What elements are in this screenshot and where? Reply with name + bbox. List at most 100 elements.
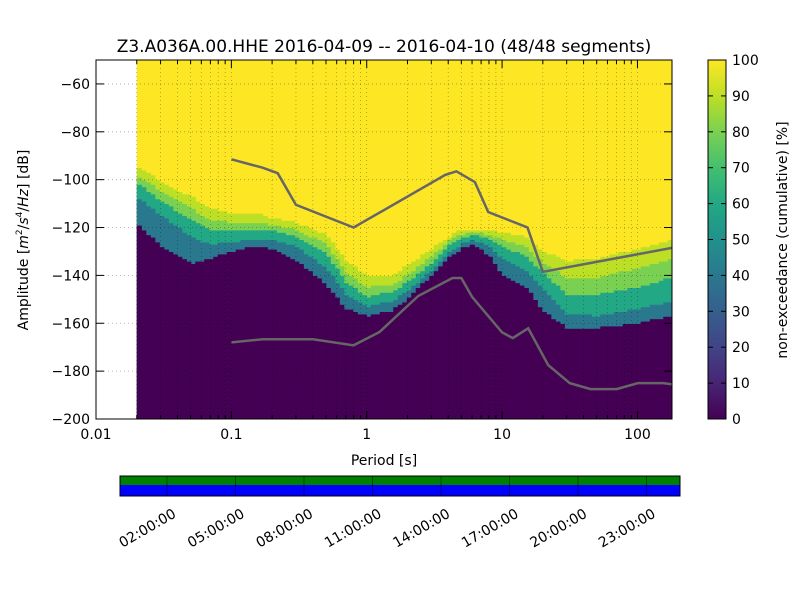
timeline-data-coverage — [120, 476, 680, 485]
heatmap-bin-band-0-percent — [618, 326, 624, 419]
heatmap-bin-band-0-percent — [303, 268, 309, 419]
heatmap-bin-band-0-percent — [424, 280, 430, 419]
heatmap-bin-band-0-percent — [406, 297, 412, 419]
heatmap-bin-band-0-percent — [240, 249, 246, 419]
heatmap-bin-band-0-percent — [505, 278, 511, 419]
grid-lines — [96, 60, 672, 419]
heatmap-bin-band-0-percent — [168, 252, 174, 419]
heatmap-bin-band-0-percent — [267, 249, 273, 419]
heatmap-bin-band-0-percent — [343, 309, 349, 419]
y-tick-label: −160 — [52, 316, 90, 332]
chart-title: Z3.A036A.00.HHE 2016-04-09 -- 2016-04-10… — [117, 37, 652, 57]
heatmap-bin-band-0-percent — [163, 249, 169, 419]
heatmap-bin-band-0-percent — [627, 324, 633, 419]
heatmap-bin-band-0-percent — [582, 328, 588, 419]
colorbar-tick-label: 70 — [732, 161, 750, 177]
heatmap-bin-band-0-percent — [226, 252, 232, 419]
heatmap-bin-band-0-percent — [510, 280, 516, 419]
heatmap-bin-band-0-percent — [136, 225, 142, 419]
heatmap-bin-band-0-percent — [177, 256, 183, 419]
heatmap-bin-band-0-percent — [541, 312, 547, 419]
heatmap-bin-band-0-percent — [244, 247, 250, 419]
heatmap-bin-band-0-percent — [388, 312, 394, 419]
heatmap-bin-band-0-percent — [496, 271, 502, 419]
x-tick-label: 10 — [493, 427, 511, 443]
heatmap-bin-band-0-percent — [609, 326, 615, 419]
heatmap-bin-band-0-percent — [249, 247, 255, 419]
heatmap-bin-band-0-percent — [258, 247, 264, 419]
y-tick-label: −100 — [52, 173, 90, 189]
heatmap-bin-band-0-percent — [519, 285, 525, 419]
colorbar-tick-label: 40 — [732, 268, 750, 284]
heatmap-bin-band-0-percent — [636, 324, 642, 419]
heatmap-bin-band-0-percent — [613, 326, 619, 419]
heatmap-bin-band-0-percent — [262, 247, 268, 419]
heatmap-bin-band-0-percent — [393, 307, 399, 419]
heatmap-bin-band-0-percent — [438, 266, 444, 419]
heatmap-bin-band-0-percent — [154, 242, 160, 419]
heatmap-bin-band-0-percent — [460, 247, 466, 419]
ppsd-heatmap — [136, 60, 672, 419]
timeline-tick-label: 08:00:00 — [254, 506, 316, 551]
timeline-frame — [119, 475, 681, 497]
heatmap-bin-band-0-percent — [447, 256, 453, 419]
timeline-tick-label: 05:00:00 — [185, 506, 247, 551]
heatmap-bin-band-0-percent — [667, 316, 672, 419]
noise-models — [231, 158, 672, 391]
heatmap-bin-band-0-percent — [217, 254, 223, 419]
x-axis-label: Period [s] — [351, 453, 417, 469]
heatmap-bin-band-0-percent — [195, 261, 201, 419]
heatmap-bin-band-0-percent — [649, 319, 655, 419]
heatmap-bin-band-0-percent — [208, 259, 214, 419]
timeline-tick-label: 23:00:00 — [596, 506, 658, 551]
heatmap-bin-band-0-percent — [231, 252, 237, 419]
heatmap-bin-band-0-percent — [402, 302, 408, 419]
x-tick-label: 0.01 — [80, 427, 111, 443]
heatmap-bin-band-0-percent — [357, 314, 363, 419]
plot-area: 0.01 0.1 1 10 100 −60 −80 −100 −120 −140 −160 −180… — [52, 59, 673, 443]
heatmap-bin-band-0-percent — [321, 283, 327, 419]
heatmap-bin-band-0-percent — [285, 256, 291, 419]
heatmap-bin-band-0-percent — [600, 326, 606, 419]
heatmap-bin-band-0-percent — [420, 283, 426, 419]
heatmap-bin-band-0-percent — [559, 324, 565, 419]
heatmap-bin-band-0-percent — [366, 316, 372, 419]
colorbar-label: non-exceedance (cumulative) [%] — [775, 121, 791, 358]
heatmap-bin-band-0-percent — [379, 312, 385, 419]
heatmap-bin-band-0-percent — [145, 235, 151, 419]
heatmap-bin-band-0-percent — [186, 261, 192, 419]
heatmap-bin-band-0-percent — [483, 254, 489, 419]
colorbar-ticks: 0 10 20 30 40 50 60 70 80 90 100 — [708, 53, 759, 428]
heatmap-bin-band-0-percent — [523, 288, 529, 419]
heatmap-bin-band-0-percent — [352, 312, 358, 419]
heatmap-bin-band-0-percent — [330, 292, 336, 419]
heatmap-bin-band-0-percent — [339, 304, 345, 419]
heatmap-bin-band-0-percent — [172, 254, 178, 419]
heatmap-bin-band-0-percent — [235, 249, 241, 419]
heatmap-bin-band-0-percent — [532, 300, 538, 419]
heatmap-bin-band-0-percent — [456, 252, 462, 419]
heatmap-bin-band-0-percent — [528, 292, 534, 419]
heatmap-bin-band-0-percent — [469, 244, 475, 419]
heatmap-bin-band-0-percent — [141, 230, 147, 419]
heatmap-bin-band-0-percent — [298, 264, 304, 419]
colorbar-tick-label: 100 — [732, 53, 759, 69]
heatmap-bin-band-0-percent — [451, 254, 457, 419]
y-tick-label: −200 — [52, 412, 90, 428]
heatmap-bin-band-0-percent — [375, 314, 381, 419]
heatmap-bin-band-0-percent — [573, 328, 579, 419]
y-tick-label: −180 — [52, 364, 90, 380]
colorbar-tick-label: 20 — [732, 340, 750, 356]
heatmap-bin-band-0-percent — [433, 271, 439, 419]
x-tick-label: 100 — [624, 427, 651, 443]
heatmap-bin-band-0-percent — [370, 314, 376, 419]
timeline: 02:00:00 05:00:00 08:00:00 11:00:00 14:00:00… — [117, 475, 681, 551]
heatmap-bin-band-0-percent — [622, 324, 628, 419]
colorbar-tick-label: 80 — [732, 125, 750, 141]
y-tick-label: −120 — [52, 221, 90, 237]
heatmap-bin-band-0-percent — [280, 254, 286, 419]
heatmap-bin-band-0-percent — [415, 288, 421, 419]
heatmap-bin-band-0-percent — [199, 261, 205, 419]
colorbar-tick-label: 90 — [732, 89, 750, 105]
timeline-gap-coverage — [120, 485, 680, 496]
